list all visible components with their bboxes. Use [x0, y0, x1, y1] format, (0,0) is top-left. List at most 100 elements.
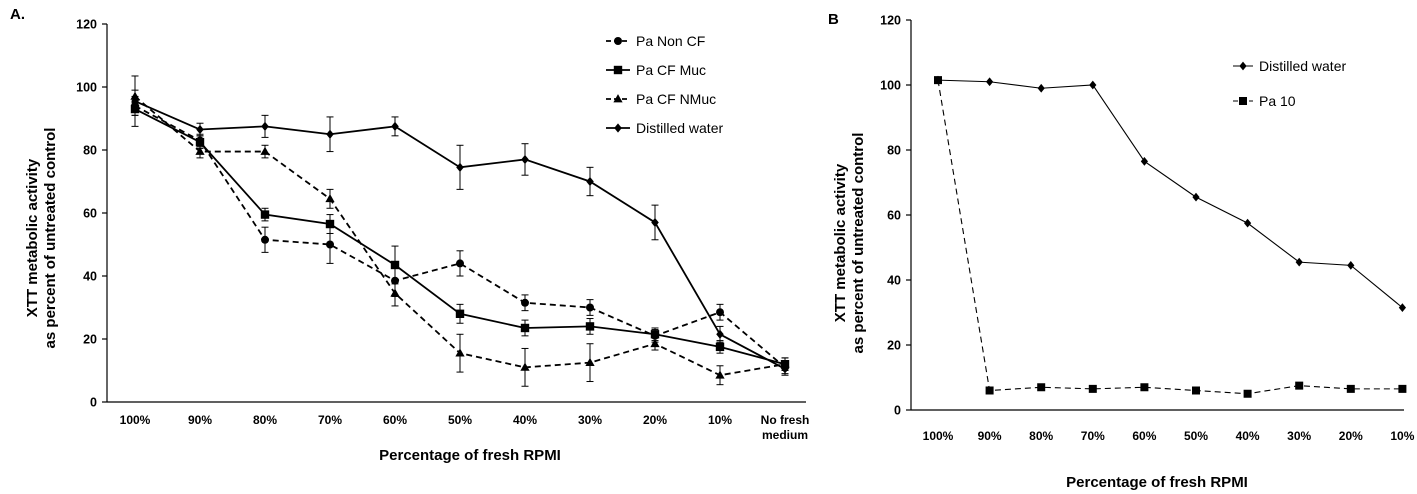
- x-tick-label: 20%: [643, 413, 667, 427]
- data-point: [326, 240, 334, 249]
- series-pa-non-cf: [131, 95, 789, 375]
- data-point: [1398, 384, 1407, 393]
- panel-a-ticks: 0 20 40 60 80 100 120 100% 90% 80% 70% 60% 50% 40% 30%…: [76, 18, 809, 443]
- y-tick-label: 80: [83, 144, 97, 158]
- data-point: [521, 154, 529, 165]
- data-point: [260, 210, 270, 219]
- series-pa-cf-muc: [130, 102, 790, 371]
- legend-item: Distilled water: [606, 120, 723, 136]
- panel-b-y-axis-title-line2: as percent of untreated control: [850, 133, 867, 354]
- data-point: [520, 362, 530, 371]
- panel-a: A. XTT metabolic activity as percent of …: [10, 6, 809, 464]
- panel-b-series: [934, 75, 1407, 398]
- data-point: [455, 348, 465, 357]
- x-tick-label-line: No fresh: [761, 413, 810, 427]
- x-tick-label: 10%: [708, 413, 732, 427]
- legend-marker: [613, 94, 623, 103]
- x-tick-label: 80%: [253, 413, 277, 427]
- data-point: [260, 146, 270, 155]
- data-point: [1295, 257, 1303, 267]
- x-tick-label: 40%: [1236, 429, 1260, 443]
- panel-b-legend: Distilled water Pa 10: [1233, 58, 1346, 109]
- data-point: [986, 77, 994, 87]
- y-tick-label: 40: [887, 274, 901, 288]
- data-point: [455, 309, 465, 318]
- legend-marker: [613, 65, 623, 75]
- y-tick-label: 100: [880, 79, 901, 93]
- data-point: [585, 357, 595, 366]
- series-line: [134, 100, 786, 370]
- data-point: [325, 219, 335, 229]
- series-distilled-water: [131, 75, 789, 376]
- y-tick-label: 40: [83, 270, 97, 284]
- x-tick-label: 50%: [448, 413, 472, 427]
- data-point: [391, 121, 399, 131]
- data-point: [934, 76, 942, 85]
- data-point: [585, 322, 595, 331]
- legend-item: Pa Non CF: [606, 33, 705, 49]
- data-point: [325, 193, 335, 203]
- x-tick-label: 100%: [120, 413, 151, 427]
- legend-item: Distilled water: [1233, 58, 1346, 74]
- data-point: [716, 329, 724, 339]
- data-point: [716, 308, 724, 317]
- data-point: [1295, 381, 1304, 390]
- legend-item: Pa CF Muc: [606, 62, 706, 78]
- legend-label: Pa Non CF: [636, 33, 705, 49]
- data-point: [261, 121, 269, 131]
- x-tick-label: 100%: [923, 429, 954, 443]
- series-pa-10: [934, 76, 1407, 398]
- panel-a-series: [130, 75, 790, 387]
- y-tick-label: 120: [76, 18, 97, 32]
- data-point: [651, 217, 659, 228]
- y-tick-label: 0: [90, 396, 97, 410]
- legend-item: Pa CF NMuc: [606, 91, 716, 107]
- data-point: [521, 298, 529, 307]
- x-tick-label: 50%: [1184, 429, 1208, 443]
- y-tick-label: 20: [83, 333, 97, 347]
- x-tick-label: 20%: [1339, 429, 1363, 443]
- x-tick-label: 60%: [1132, 429, 1156, 443]
- data-point: [1037, 383, 1046, 392]
- data-point: [131, 96, 139, 106]
- y-tick-label: 80: [887, 144, 901, 158]
- y-tick-label: 100: [76, 81, 97, 95]
- legend-label: Pa 10: [1259, 93, 1296, 109]
- panel-b-y-axis-title-line1: XTT metabolic activity: [832, 163, 849, 322]
- data-point: [1140, 156, 1148, 166]
- panel-b-x-axis-title: Percentage of fresh RPMI: [1066, 474, 1248, 491]
- y-tick-label: 20: [887, 339, 901, 353]
- data-point: [1347, 260, 1355, 270]
- x-tick-label: 90%: [188, 413, 212, 427]
- panel-b-label: B: [828, 11, 839, 28]
- panel-a-y-axis-title-line2: as percent of untreated control: [42, 128, 59, 349]
- x-tick-label-line: medium: [762, 428, 808, 442]
- legend-marker: [1239, 61, 1247, 71]
- data-point: [195, 137, 205, 147]
- data-point: [1244, 218, 1252, 228]
- data-point: [650, 330, 660, 339]
- x-tick-label: 70%: [318, 413, 342, 427]
- series-line: [937, 79, 1403, 309]
- data-point: [196, 124, 204, 135]
- legend-marker: [1239, 97, 1247, 105]
- series-line: [134, 105, 786, 369]
- data-point: [1140, 383, 1149, 392]
- data-point: [456, 259, 464, 268]
- data-point: [650, 338, 660, 348]
- data-point: [586, 176, 594, 187]
- panel-a-y-axis-title: XTT metabolic activity as percent of unt…: [24, 128, 59, 349]
- legend-label: Distilled water: [636, 120, 723, 136]
- data-point: [1243, 389, 1252, 398]
- data-point: [1089, 80, 1097, 90]
- legend-marker: [614, 123, 622, 133]
- data-point: [1398, 303, 1406, 313]
- x-tick-label: 80%: [1029, 429, 1053, 443]
- panel-a-label: A.: [10, 6, 25, 23]
- panel-a-x-axis-title: Percentage of fresh RPMI: [379, 447, 561, 464]
- data-point: [520, 323, 530, 333]
- data-point: [781, 364, 789, 374]
- data-point: [1192, 192, 1200, 202]
- x-tick-label: No fresh medium: [761, 413, 810, 442]
